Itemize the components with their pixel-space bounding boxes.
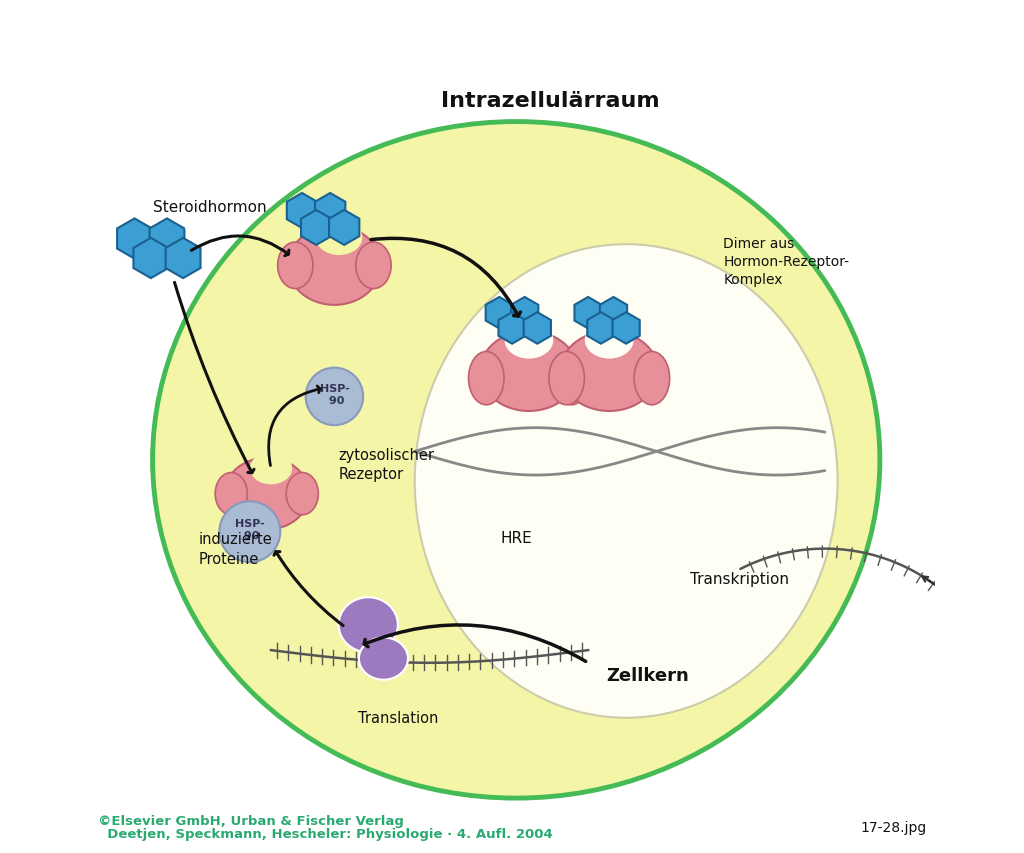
Circle shape <box>305 368 364 426</box>
Text: Dimer aus
Hormon-Rezeptor-
Komplex: Dimer aus Hormon-Rezeptor- Komplex <box>723 236 850 287</box>
Ellipse shape <box>634 352 670 405</box>
Circle shape <box>219 502 281 562</box>
Text: zytosolischer
Rezeptor: zytosolischer Rezeptor <box>339 447 434 482</box>
Ellipse shape <box>224 458 309 530</box>
Text: ©Elsevier GmbH, Urban & Fischer Verlag: ©Elsevier GmbH, Urban & Fischer Verlag <box>97 814 403 827</box>
Ellipse shape <box>288 227 381 305</box>
Ellipse shape <box>278 243 313 289</box>
Polygon shape <box>612 313 640 345</box>
Ellipse shape <box>286 473 318 515</box>
Polygon shape <box>166 239 201 279</box>
Ellipse shape <box>415 245 838 718</box>
Polygon shape <box>511 298 539 329</box>
Polygon shape <box>315 194 345 229</box>
Ellipse shape <box>469 352 504 405</box>
Text: Transkription: Transkription <box>689 571 788 586</box>
Polygon shape <box>329 211 359 246</box>
Ellipse shape <box>480 332 578 411</box>
Text: HSP-
 90: HSP- 90 <box>319 384 349 405</box>
Text: Deetjen, Speckmann, Hescheler: Physiologie · 4. Aufl. 2004: Deetjen, Speckmann, Hescheler: Physiolog… <box>97 827 552 840</box>
Ellipse shape <box>359 638 408 680</box>
Polygon shape <box>600 298 627 329</box>
Ellipse shape <box>554 352 589 405</box>
Polygon shape <box>150 219 184 259</box>
Ellipse shape <box>153 123 880 798</box>
Text: induzierte
Proteine: induzierte Proteine <box>199 531 272 566</box>
Polygon shape <box>301 211 332 246</box>
Ellipse shape <box>560 332 658 411</box>
Ellipse shape <box>585 322 634 359</box>
Text: HRE: HRE <box>501 531 532 545</box>
Polygon shape <box>485 298 513 329</box>
Text: Zellkern: Zellkern <box>606 667 689 685</box>
Text: Steroidhormon: Steroidhormon <box>153 200 266 214</box>
Ellipse shape <box>549 352 585 405</box>
Text: Intrazellulärraum: Intrazellulärraum <box>440 91 659 111</box>
Polygon shape <box>499 313 525 345</box>
Polygon shape <box>587 313 614 345</box>
Polygon shape <box>523 313 551 345</box>
Polygon shape <box>117 219 152 259</box>
Polygon shape <box>287 194 317 229</box>
Text: Translation: Translation <box>357 711 438 725</box>
Ellipse shape <box>505 322 553 359</box>
Text: 17-28.jpg: 17-28.jpg <box>860 820 927 833</box>
Ellipse shape <box>315 220 362 256</box>
Polygon shape <box>133 239 168 279</box>
Ellipse shape <box>339 598 398 653</box>
Ellipse shape <box>215 473 248 515</box>
Ellipse shape <box>250 453 292 485</box>
Ellipse shape <box>355 243 391 289</box>
Polygon shape <box>574 298 602 329</box>
Text: HSP-
 90: HSP- 90 <box>234 519 265 540</box>
